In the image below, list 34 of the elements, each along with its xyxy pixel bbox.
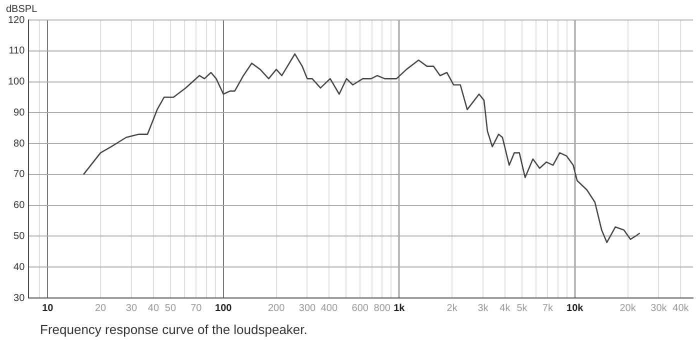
x-tick-label: 1k xyxy=(394,302,406,314)
x-tick-label: 5k xyxy=(516,302,528,314)
x-tick-label: 300 xyxy=(298,302,316,314)
text: Frequency response curve of the loudspeaker. xyxy=(40,322,308,337)
y-tick-label: 120 xyxy=(8,14,26,26)
y-tick-label: 100 xyxy=(8,76,26,88)
y-tick-label: 40 xyxy=(14,262,26,273)
x-tick-label: 2k xyxy=(446,302,458,314)
x-tick-label: 4k xyxy=(500,302,512,314)
y-axis-title: dBSPL xyxy=(6,4,38,15)
y-tick-label: 70 xyxy=(14,169,26,180)
x-tick-label: 10 xyxy=(42,302,54,314)
x-tick-label: 30k xyxy=(650,302,668,314)
y-tick-label: 50 xyxy=(14,230,26,242)
x-tick-label: 800 xyxy=(374,302,391,314)
x-tick-label: 30 xyxy=(126,302,138,314)
x-tick-label: 7k xyxy=(542,302,554,314)
x-tick-label: 3k xyxy=(478,302,490,314)
x-tick-label: 10k xyxy=(566,302,584,314)
y-tick-label: 60 xyxy=(14,200,26,212)
y-tick-label: 80 xyxy=(14,138,26,150)
y-tick-label: 110 xyxy=(8,46,26,57)
y-tick-label: 30 xyxy=(14,292,26,304)
x-tick-label: 50 xyxy=(164,302,176,314)
x-tick-label: 100 xyxy=(215,302,232,314)
x-tick-label: 20k xyxy=(620,302,637,314)
x-tick-label: 400 xyxy=(320,302,338,314)
x-tick-label: 200 xyxy=(268,302,286,314)
y-tick-label: 90 xyxy=(14,107,26,118)
x-tick-label: 70 xyxy=(190,302,202,314)
x-tick-label: 40 xyxy=(148,302,160,314)
x-tick-label: 40k xyxy=(672,302,690,314)
x-tick-label: 600 xyxy=(352,302,369,314)
x-tick-label: 20 xyxy=(94,302,107,314)
